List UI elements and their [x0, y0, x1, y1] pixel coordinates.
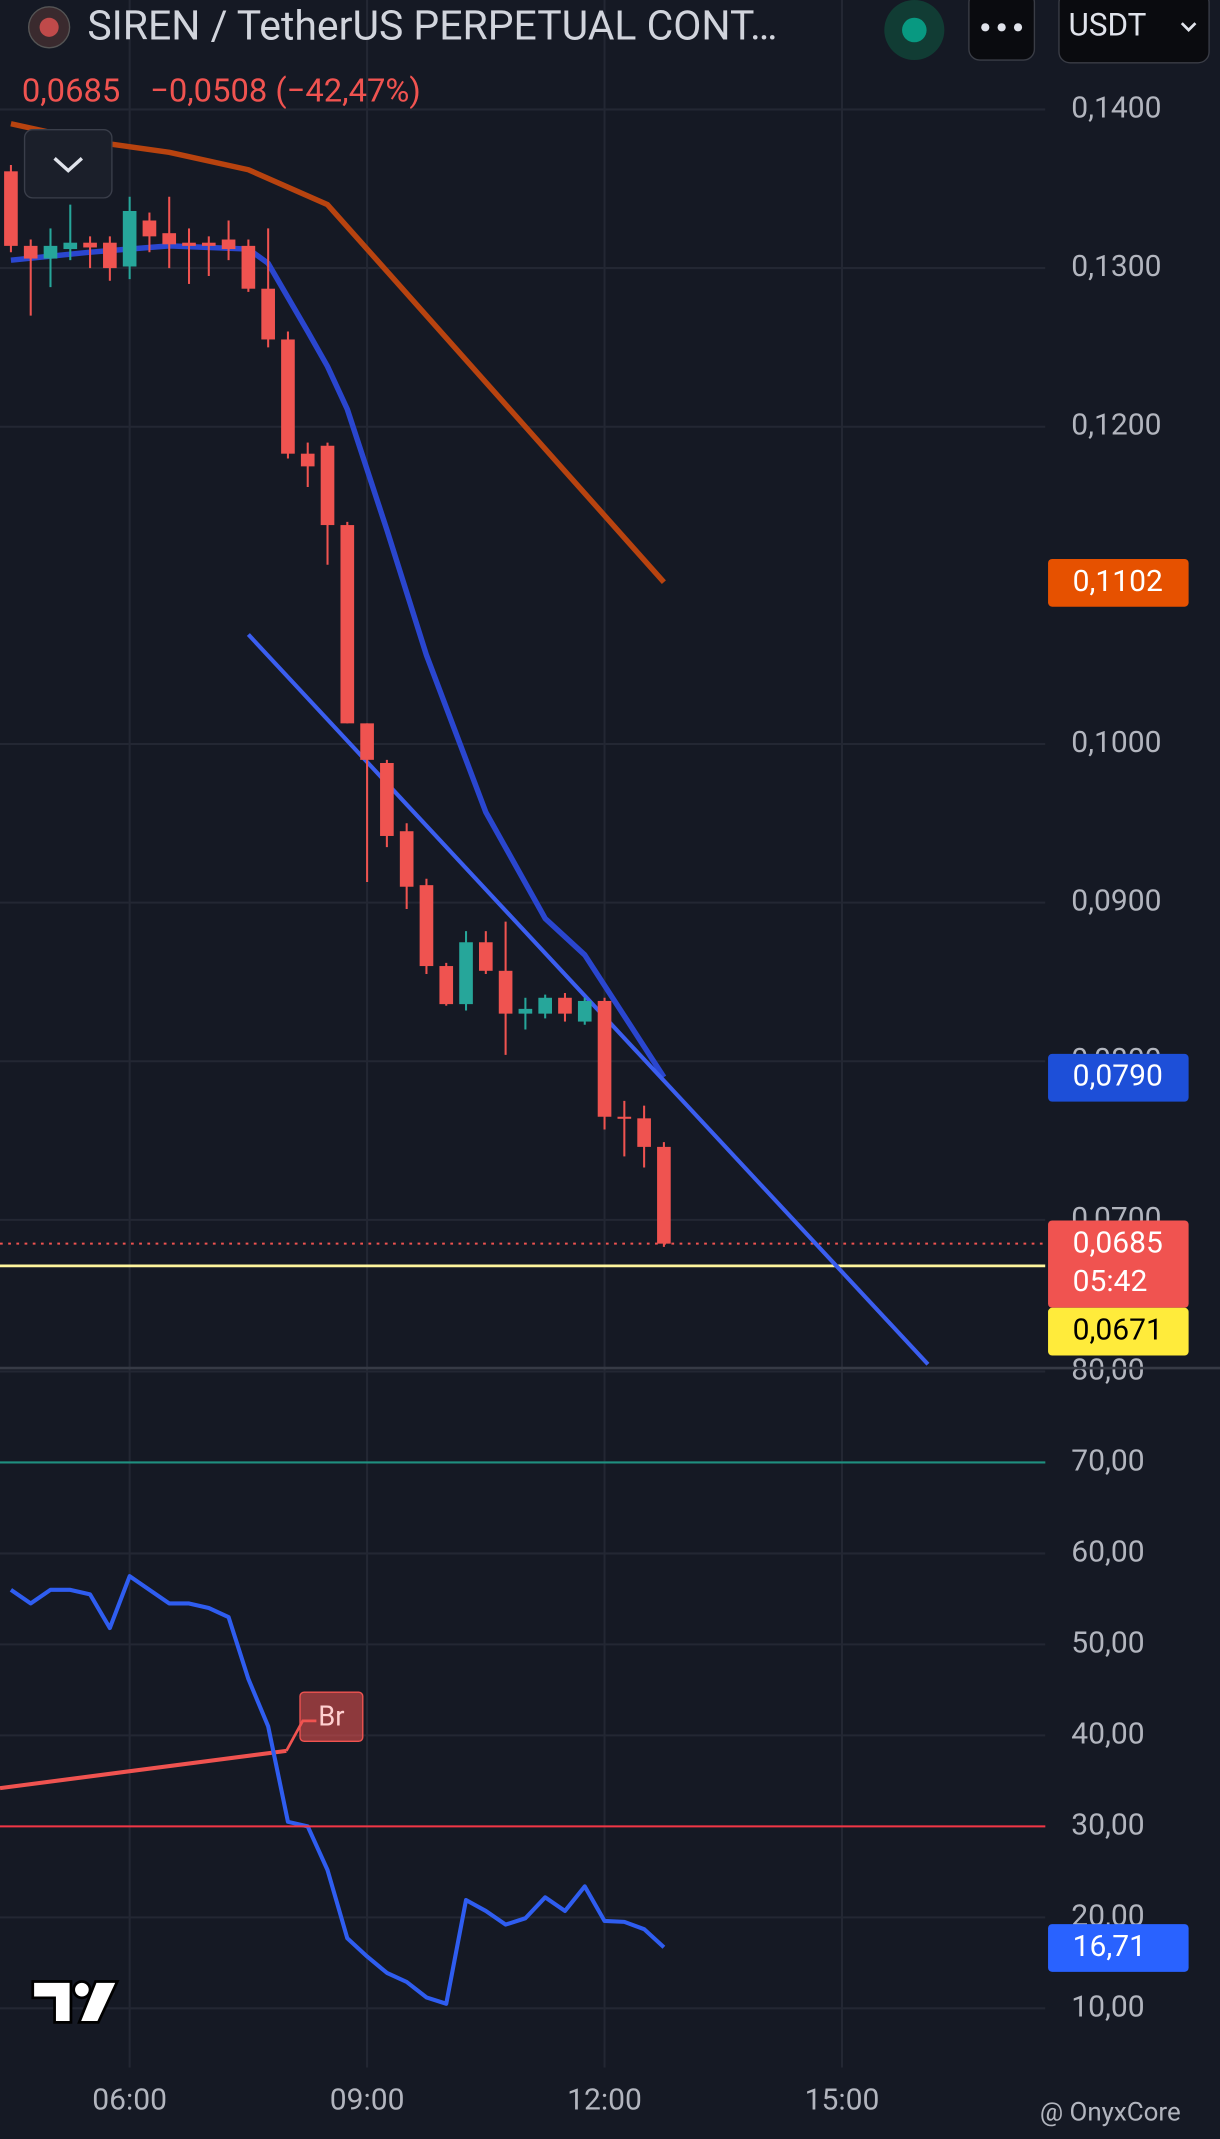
- price-label-box: [1048, 1053, 1189, 1102]
- value-label: 16,71: [1073, 1929, 1146, 1964]
- candle-body: [300, 453, 315, 467]
- y-tick-label: 0,1000: [1071, 725, 1161, 760]
- status-dot: [902, 17, 927, 43]
- price-label: 0,0671: [1073, 1313, 1163, 1348]
- rsi-line: [9, 1574, 666, 2006]
- y-tick-label: 60,00: [1071, 1534, 1144, 1569]
- candle-body: [360, 723, 374, 760]
- candle-body: [637, 1118, 651, 1147]
- currency-select[interactable]: [1058, 0, 1210, 64]
- candle-body: [439, 966, 454, 1005]
- annotation-box: [299, 1691, 364, 1742]
- candle-body: [320, 445, 335, 526]
- y-tick-label: 0,1300: [1071, 249, 1161, 284]
- currency-label: USDT: [1069, 7, 1147, 44]
- moving-average: [10, 243, 667, 1079]
- candle-body: [162, 233, 177, 245]
- candle-body: [103, 242, 117, 269]
- candle-body: [399, 831, 414, 887]
- x-tick-label: 06:00: [92, 2083, 167, 2118]
- dot: [997, 23, 1006, 32]
- price-label: 0,0790: [1073, 1059, 1163, 1094]
- layers: 0,14000,13000,12000,10000,09000,08000,07…: [0, 0, 1189, 2118]
- candle-body: [538, 997, 553, 1014]
- y-tick-label: 10,00: [1071, 1989, 1144, 2024]
- candle-body: [657, 1146, 671, 1244]
- dot: [981, 23, 990, 32]
- y-tick-label: 70,00: [1071, 1443, 1144, 1478]
- y-tick-label: 40,00: [1071, 1716, 1144, 1751]
- watermark: @ OnyxCore: [1040, 2098, 1181, 2128]
- price-label: 0,1102: [1073, 564, 1163, 599]
- last-price: 0,0685: [22, 71, 120, 109]
- chevron: [1180, 22, 1197, 32]
- candle-body: [459, 942, 473, 1005]
- candle-body: [597, 1000, 612, 1117]
- candle-body: [142, 220, 157, 237]
- collapse-button[interactable]: [23, 128, 113, 199]
- candle-body: [83, 242, 97, 248]
- symbol-title[interactable]: SIREN / TetherUS PERPETUAL CONT…: [87, 1, 777, 49]
- y-tick-label: 50,00: [1071, 1625, 1144, 1660]
- avatar-dot: [39, 17, 59, 37]
- candle-body: [182, 242, 196, 246]
- candle-body: [340, 525, 355, 724]
- price-label: 0,0685: [1073, 1225, 1163, 1260]
- divergence-line: [0, 1748, 287, 1791]
- candle-body: [241, 245, 256, 289]
- candle-body: [380, 763, 394, 836]
- price-label-box: [1048, 1307, 1189, 1356]
- candle-body: [498, 970, 513, 1014]
- candle-body: [63, 242, 78, 250]
- x-tick-label: 15:00: [805, 2083, 880, 2118]
- y-tick-label: 30,00: [1071, 1807, 1144, 1842]
- y-tick-label: 0,0900: [1071, 884, 1161, 919]
- countdown-label: 05:42: [1073, 1264, 1148, 1299]
- candle-body: [23, 245, 38, 259]
- y-tick-label: 0,1400: [1071, 90, 1161, 125]
- candle-body: [478, 942, 493, 971]
- candle-body: [221, 239, 236, 250]
- candle-body: [419, 885, 434, 967]
- candle-body: [518, 1008, 533, 1014]
- x-tick-label: 12:00: [567, 2083, 642, 2118]
- annotation-label: Br: [318, 1700, 344, 1732]
- candle-body: [261, 288, 275, 340]
- dot: [1013, 23, 1023, 32]
- moving-average: [10, 121, 666, 584]
- candle-body: [281, 339, 295, 454]
- price-pane: [0, 0, 1046, 1368]
- price-label-box: [1048, 1220, 1189, 1308]
- candle-body: [43, 245, 58, 259]
- price-change: −0,0508 (−42,47%): [150, 71, 421, 109]
- y-tick-label: 80,00: [1071, 1352, 1144, 1387]
- candle-body: [617, 1116, 632, 1119]
- candle-body: [4, 171, 18, 246]
- candle-body: [577, 1000, 592, 1022]
- chevron: [53, 157, 84, 173]
- candle-body: [558, 997, 572, 1014]
- price-axis: 0,14000,13000,12000,10000,09000,08000,07…: [1048, 90, 1189, 1356]
- price-label-box: [1048, 558, 1189, 607]
- tv-logo: [31, 1980, 120, 2024]
- x-tick-label: 09:00: [330, 2083, 405, 2118]
- candle-body: [201, 242, 216, 246]
- value-label-box: [1048, 1924, 1189, 1972]
- candle-body: [122, 210, 137, 267]
- y-tick-label: 0,1200: [1071, 408, 1161, 443]
- rsi-axis: 80,0070,0060,0050,0040,0030,0020,0010,00…: [92, 1352, 1189, 2118]
